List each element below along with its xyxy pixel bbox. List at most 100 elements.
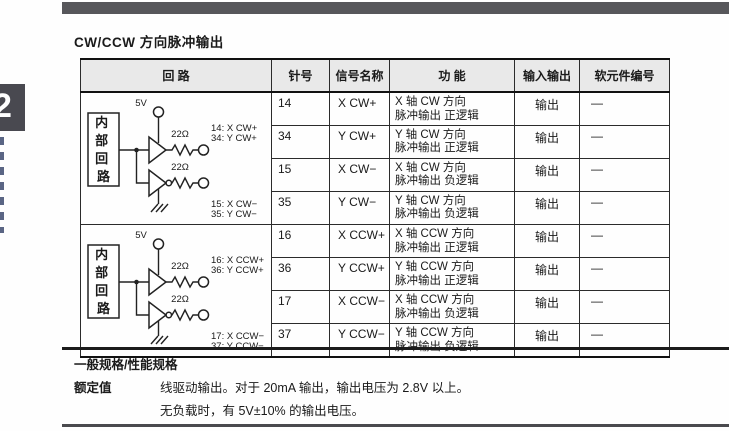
cell-device: — [579, 323, 670, 358]
cell-io: 输出 [514, 91, 580, 126]
ccw-circuit-diagram: 内 部 回 路 5V [87, 230, 265, 352]
buffer-gate [148, 135, 168, 165]
resistor-top [166, 143, 199, 157]
cell-io: 输出 [514, 223, 580, 259]
inverter-gate [148, 300, 168, 330]
output-terminal-minus [197, 177, 210, 189]
col-header-function: 功 能 [389, 58, 515, 93]
cell-io: 输出 [514, 257, 580, 292]
inverter-gate [148, 168, 168, 198]
cell-signal: Y CCW− [329, 323, 390, 358]
col-header-circuit: 回 路 [80, 58, 272, 93]
cell-signal: X CW− [329, 157, 390, 192]
cell-device: — [579, 157, 670, 192]
pin-assignment-table: 回 路 针号 信号名称 功 能 输入输出 软元件编号 内 部 回 [80, 58, 670, 358]
col-header-signal: 信号名称 [329, 58, 390, 93]
col-header-io: 输入输出 [514, 58, 580, 93]
cell-device: — [579, 91, 670, 126]
cell-pin: 36 [271, 257, 330, 292]
cell-function: Y 轴 CW 方向 脉冲输出 负逻辑 [389, 190, 515, 226]
cell-pin: 37 [271, 323, 330, 358]
inverter-bubble [165, 311, 173, 319]
ground-symbol [150, 335, 169, 345]
internal-circuit-label: 内 部 回 路 [95, 115, 112, 184]
resistor-bottom-value: 22Ω [171, 294, 189, 305]
cell-pin: 34 [271, 124, 330, 159]
cell-pin: 15 [271, 157, 330, 192]
cell-pin: 14 [271, 91, 330, 126]
rated-value-label: 额定值 [74, 381, 112, 395]
output-label: 37: Y CCW− [211, 341, 264, 352]
cell-io: 输出 [514, 157, 580, 192]
cell-function: Y 轴 CCW 方向 脉冲输出 正逻辑 [389, 257, 515, 292]
resistor-top-value: 22Ω [171, 261, 189, 272]
page-bottom-rule [62, 424, 729, 427]
table-row: 17 X CCW− X 轴 CCW 方向 脉冲输出 负逻辑 输出 — [81, 290, 670, 325]
output-terminal-plus [197, 144, 210, 156]
output-terminal-minus [197, 309, 210, 321]
cell-signal: Y CW+ [329, 124, 390, 159]
cw-circuit-diagram: 内 部 回 路 5V [87, 98, 258, 220]
cell-pin: 35 [271, 190, 330, 226]
rated-value-line1: 线驱动输出。对于 20mA 输出，输出电压为 2.8V 以上。 [160, 381, 470, 395]
table-header-row: 回 路 针号 信号名称 功 能 输入输出 软元件编号 [80, 58, 670, 93]
output-label: 16: X CCW+ [211, 255, 265, 266]
cell-signal: Y CCW+ [329, 257, 390, 292]
cell-function: Y 轴 CW 方向 脉冲输出 正逻辑 [389, 124, 515, 159]
page-title: CW/CCW 方向脉冲输出 [74, 35, 224, 50]
cell-function: X 轴 CCW 方向 脉冲输出 正逻辑 [389, 223, 515, 259]
cell-io: 输出 [514, 124, 580, 159]
output-label: 35: Y CW− [211, 209, 257, 220]
cell-io: 输出 [514, 190, 580, 226]
cell-io: 输出 [514, 323, 580, 358]
resistor-top-value: 22Ω [171, 129, 189, 140]
resistor-bottom [171, 308, 199, 322]
output-label: 15: X CW− [211, 199, 258, 210]
cell-signal: X CCW+ [329, 223, 390, 259]
supply-5v-label: 5V [135, 98, 147, 109]
cell-function: X 轴 CW 方向 脉冲输出 正逻辑 [389, 91, 515, 126]
cell-function: X 轴 CCW 方向 脉冲输出 负逻辑 [389, 290, 515, 325]
supply-terminal [152, 106, 165, 118]
table-row: 内 部 回 路 5V [80, 91, 670, 225]
cell-signal: X CW+ [329, 91, 390, 126]
cw-circuit-cell: 内 部 回 路 5V [80, 91, 272, 225]
inverter-bubble [165, 179, 173, 187]
cell-device: — [579, 290, 670, 325]
ground-symbol [150, 203, 169, 213]
output-label: 14: X CW+ [211, 123, 258, 134]
internal-circuit-box [87, 244, 120, 319]
cell-signal: Y CW− [329, 190, 390, 226]
notes-heading: 一般规格/性能规格 [74, 358, 178, 372]
col-header-pin: 针号 [271, 58, 330, 93]
ccw-circuit-cell: 内 部 回 路 5V [80, 224, 272, 358]
output-label: 36: Y CCW+ [211, 265, 264, 276]
output-terminal-plus [197, 276, 210, 288]
table-row: 37 Y CCW− Y 轴 CCW 方向脉冲输出 负逻辑 输出 — [81, 323, 670, 358]
table-row: 35 Y CW− Y 轴 CW 方向 脉冲输出 负逻辑 输出 — [81, 190, 670, 226]
cell-pin: 17 [271, 290, 330, 325]
internal-circuit-label: 内 部 回 路 [95, 247, 112, 316]
page-top-rule [62, 2, 729, 14]
cell-device: — [579, 223, 670, 259]
cell-io: 输出 [514, 290, 580, 325]
cell-pin: 16 [271, 223, 330, 259]
cell-device: — [579, 257, 670, 292]
supply-terminal [152, 238, 165, 250]
internal-circuit-box [87, 112, 120, 187]
resistor-top [166, 275, 199, 289]
cell-signal: X CCW− [329, 290, 390, 325]
buffer-gate [148, 267, 168, 297]
section-divider-rule [62, 347, 729, 350]
chapter-tab: 2 [0, 84, 25, 131]
output-label: 34: Y CW+ [211, 133, 257, 144]
output-label: 17: X CCW− [211, 331, 265, 342]
table-row: 内 部 回 路 5V [80, 223, 670, 358]
supply-5v-label: 5V [135, 230, 147, 241]
cell-device: — [579, 124, 670, 159]
col-header-device: 软元件编号 [579, 58, 670, 93]
cell-function: X 轴 CW 方向 脉冲输出 负逻辑 [389, 157, 515, 192]
resistor-bottom [171, 176, 199, 190]
resistor-bottom-value: 22Ω [171, 162, 189, 173]
